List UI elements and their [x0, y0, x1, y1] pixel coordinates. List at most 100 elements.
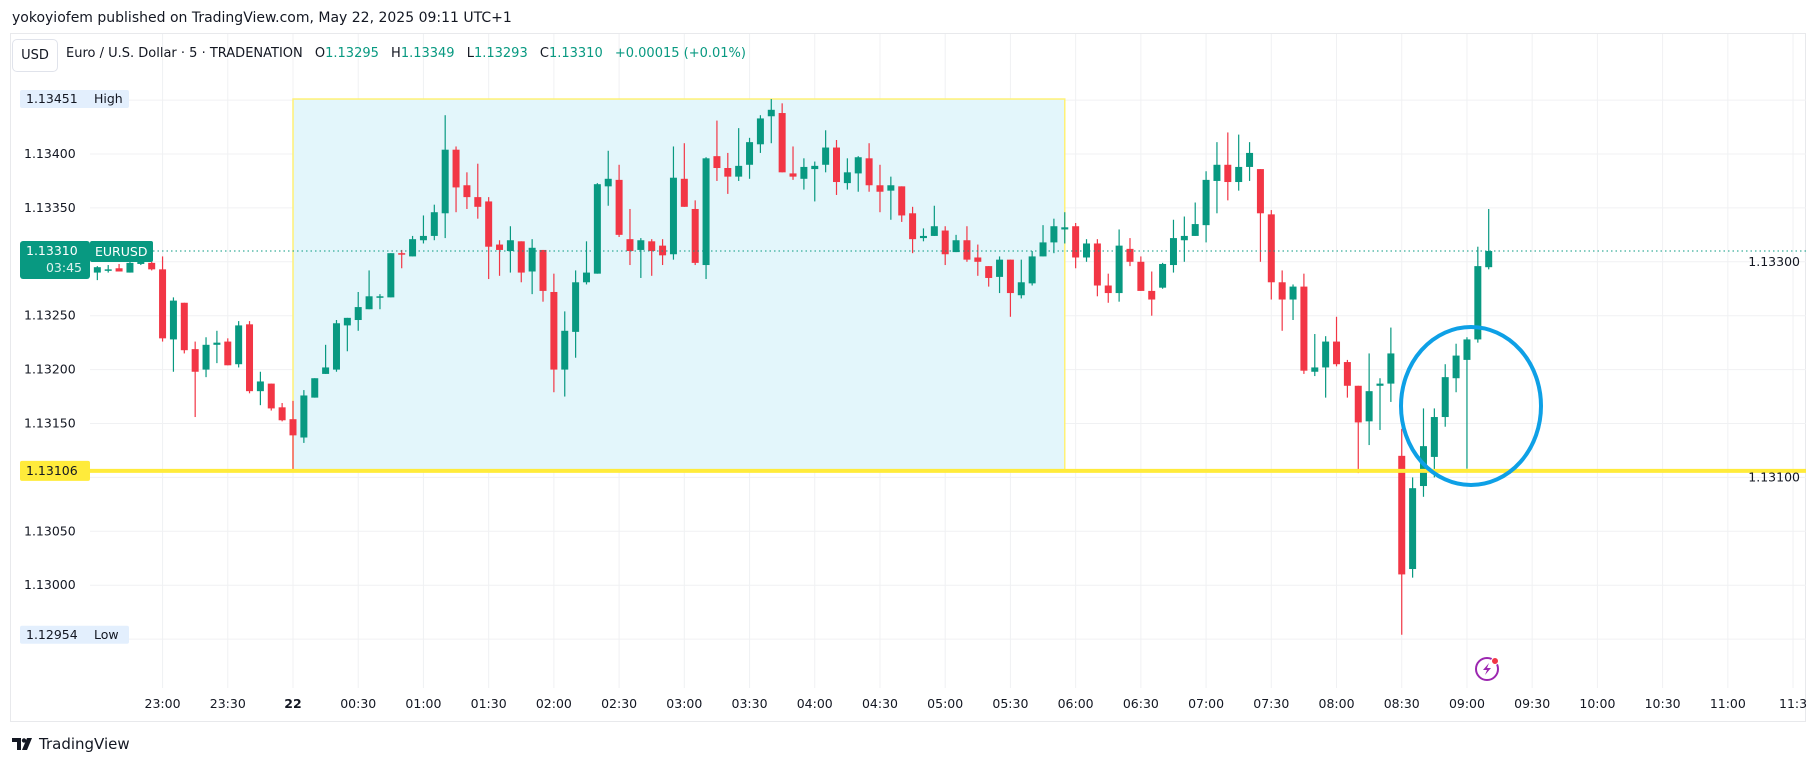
candle-up [1409, 488, 1417, 570]
time-axis-label: 09:00 [1449, 696, 1485, 711]
time-axis-label: 10:30 [1645, 696, 1681, 711]
candle-down [474, 197, 482, 207]
candle-up [1191, 224, 1199, 236]
time-axis-label: 09:30 [1514, 696, 1550, 711]
candle-up [756, 118, 764, 145]
change-value: +0.00015 (+0.01%) [614, 46, 746, 61]
candle-up [582, 272, 590, 283]
candle-up [1115, 245, 1123, 294]
level-label-price: 1.13106 [26, 463, 78, 478]
candle-up [1028, 256, 1036, 284]
candle-up [919, 235, 927, 239]
time-axis-label: 23:00 [145, 696, 181, 711]
time-axis-label: 02:30 [601, 696, 637, 711]
candle-up [1463, 339, 1471, 360]
candle-up [822, 147, 830, 165]
candle-up [746, 142, 754, 165]
candle-up [300, 395, 308, 438]
candle-up [1430, 417, 1438, 457]
candle-down [974, 257, 982, 262]
candle-up [202, 344, 210, 370]
candles [93, 99, 1493, 635]
candle-down [680, 178, 688, 207]
candle-up [572, 282, 580, 332]
candle-up [1017, 282, 1025, 296]
time-axis-label: 07:00 [1188, 696, 1224, 711]
candle-up [1441, 377, 1449, 418]
symbol-name[interactable]: Euro / U.S. Dollar · 5 · TRADENATION [66, 46, 303, 61]
candle-up [1050, 226, 1058, 243]
candle-down [1354, 385, 1362, 423]
current-price-value: 1.13310 [26, 243, 78, 258]
high-label-price: 1.13451 [26, 91, 78, 106]
low-label-bg [20, 625, 129, 644]
candle-up [593, 184, 601, 274]
candle-down [1093, 243, 1101, 286]
candle-down [615, 179, 623, 235]
candle-up [343, 317, 351, 326]
close-label: C [539, 46, 549, 61]
price-axis-label: 1.13050 [24, 523, 76, 538]
candle-down [1072, 226, 1080, 258]
candle-down [963, 240, 971, 260]
low-label-text: Low [94, 627, 119, 642]
candle-up [1246, 152, 1254, 167]
price-axis-label: 1.13300 [1748, 254, 1800, 269]
candle-down [1137, 261, 1145, 291]
candle-down [876, 185, 884, 192]
candle-down [148, 262, 156, 270]
symbol-tag-bg [90, 241, 153, 263]
candle-up [811, 165, 819, 170]
time-axis-label: 10:00 [1579, 696, 1615, 711]
candle-down [1398, 455, 1406, 575]
lightning-icon[interactable] [1475, 657, 1499, 681]
time-axis-label: 07:30 [1253, 696, 1289, 711]
highlight-circle[interactable] [1399, 325, 1543, 487]
time-axis-label: 11:3 [1779, 696, 1807, 711]
candle-up [1202, 179, 1210, 226]
price-axis-label: 1.13250 [24, 308, 76, 323]
candle-up [1159, 263, 1167, 288]
candle-down [180, 302, 188, 351]
open-label: O [314, 46, 326, 61]
candle-up [1485, 251, 1493, 268]
current-price-label-bg [20, 241, 90, 280]
range-box-rect[interactable] [292, 98, 1066, 472]
candle-up [430, 212, 438, 236]
candle-up [441, 149, 449, 214]
candle-up [1387, 353, 1395, 384]
candle-down [724, 168, 732, 177]
candle-down [1300, 286, 1308, 371]
currency-button[interactable]: USD [12, 39, 58, 72]
axis-labels: 23:00 23:30 22 00:30 01:00 01:30 02:00 02:30 03:… [20, 90, 1807, 711]
candle-down [626, 239, 634, 252]
candle-up [419, 235, 427, 241]
candle-up [376, 296, 384, 298]
candle-down [691, 208, 699, 263]
candle-down [941, 230, 949, 255]
low-value: 1.13293 [473, 46, 528, 61]
candle-down [833, 147, 840, 183]
candle-up [528, 247, 536, 272]
candle-up [1311, 367, 1319, 372]
candle-down [1224, 164, 1232, 183]
candle-up [1180, 235, 1188, 241]
tradingview-logo[interactable]: TradingView [12, 735, 130, 753]
candle-down [1343, 362, 1351, 386]
candle-up [843, 172, 851, 184]
candle-up [1039, 242, 1047, 257]
candle-up [126, 262, 134, 273]
time-axis-label: 00:30 [340, 696, 376, 711]
candle-up [104, 269, 112, 271]
candle-up [1061, 227, 1069, 230]
candle-up [1169, 238, 1177, 266]
time-axis-label: 22 [284, 696, 301, 711]
candle-up [1474, 266, 1482, 340]
symbol-tag: EURUSD [95, 244, 147, 259]
candle-up [800, 166, 808, 179]
high-label: H [391, 46, 401, 61]
date-range-box[interactable] [292, 98, 1066, 472]
time-axis-label: 08:00 [1319, 696, 1355, 711]
candle-down [517, 241, 525, 273]
